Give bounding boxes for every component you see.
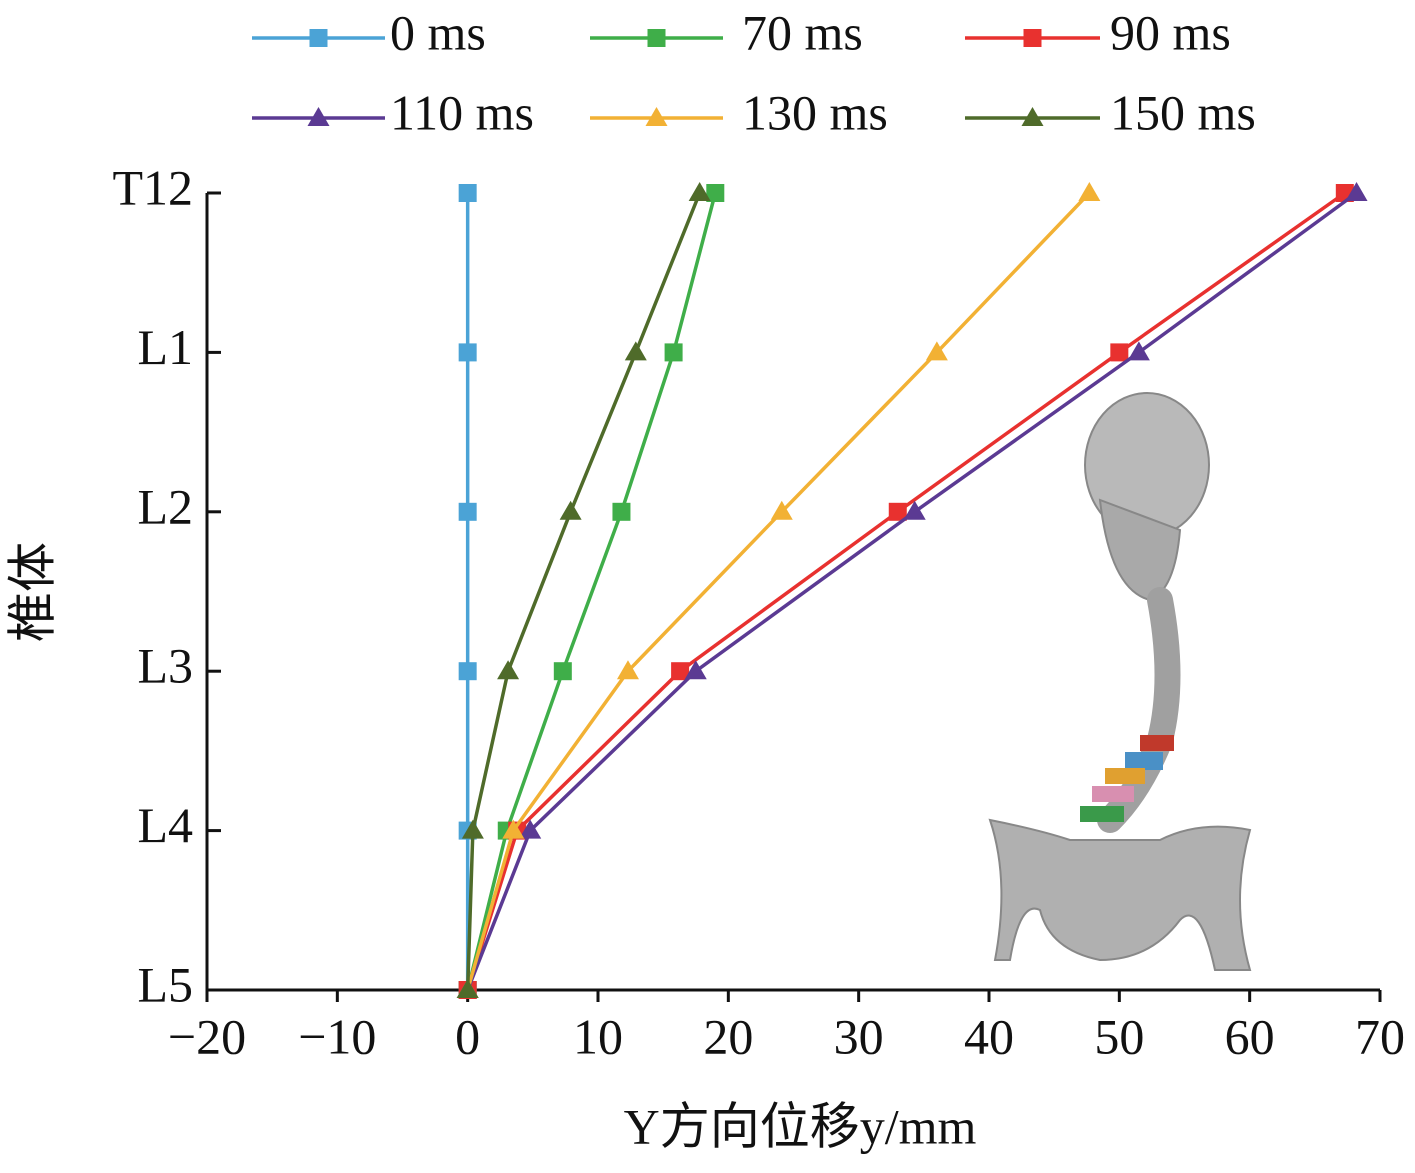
marker: [553, 662, 572, 681]
marker: [888, 502, 907, 521]
marker: [925, 341, 948, 361]
legend-label: 130 ms: [742, 84, 888, 140]
x-tick-label: 20: [703, 1008, 753, 1064]
y-tick-label: L3: [137, 638, 193, 694]
x-tick-label: 0: [455, 1008, 480, 1064]
legend-label: 90 ms: [1110, 4, 1231, 60]
marker: [461, 819, 484, 839]
y-axis-title: 椎体: [4, 542, 60, 642]
marker: [664, 343, 683, 362]
legend-label: 70 ms: [742, 4, 863, 60]
x-tick-label: 70: [1355, 1008, 1405, 1064]
legend-marker: [1021, 107, 1044, 126]
legend-marker: [309, 29, 328, 47]
marker: [624, 341, 647, 361]
x-tick-label: 10: [573, 1008, 623, 1064]
marker: [519, 819, 542, 839]
x-tick-label: −10: [298, 1008, 376, 1064]
marker: [1127, 341, 1150, 361]
x-tick-label: 40: [964, 1008, 1014, 1064]
series-line: [466, 191, 1358, 991]
marker: [458, 502, 477, 521]
marker: [1110, 343, 1129, 362]
marker: [612, 502, 631, 521]
x-tick-label: 60: [1225, 1008, 1275, 1064]
series-line: [465, 191, 1091, 991]
legend-marker: [647, 29, 666, 47]
x-tick-label: −20: [168, 1008, 246, 1064]
series-line: [465, 191, 1346, 991]
marker: [688, 182, 711, 201]
marker: [497, 660, 520, 680]
marker: [458, 184, 477, 202]
marker: [616, 660, 639, 680]
legend-label: 110 ms: [390, 84, 534, 140]
series-line: [465, 192, 702, 991]
legend-marker: [307, 107, 330, 126]
x-axis-title: Y方向位移y/mm: [624, 1098, 977, 1154]
marker: [502, 819, 525, 839]
y-tick-label: L1: [137, 319, 193, 375]
x-tick-label: 30: [834, 1008, 884, 1064]
legend-marker: [1023, 29, 1042, 47]
skeleton-illustration: [988, 392, 1252, 971]
y-tick-label: L5: [137, 956, 193, 1012]
x-tick-label: 50: [1094, 1008, 1144, 1064]
marker: [1078, 182, 1101, 201]
legend-label: 0 ms: [390, 4, 486, 60]
marker: [706, 184, 725, 202]
legend-marker: [645, 107, 668, 126]
marker: [458, 343, 477, 362]
marker: [671, 662, 690, 681]
marker: [770, 500, 793, 520]
legend-label: 150 ms: [1110, 84, 1256, 140]
y-tick-label: L4: [137, 797, 193, 853]
marker: [1345, 182, 1368, 201]
y-tick-label: L2: [137, 478, 193, 534]
marker: [458, 662, 477, 681]
marker: [559, 500, 582, 520]
series-line: [465, 192, 717, 991]
y-tick-label: T12: [112, 159, 193, 215]
marker: [684, 660, 707, 680]
marker: [903, 500, 926, 520]
marker: [456, 979, 479, 998]
